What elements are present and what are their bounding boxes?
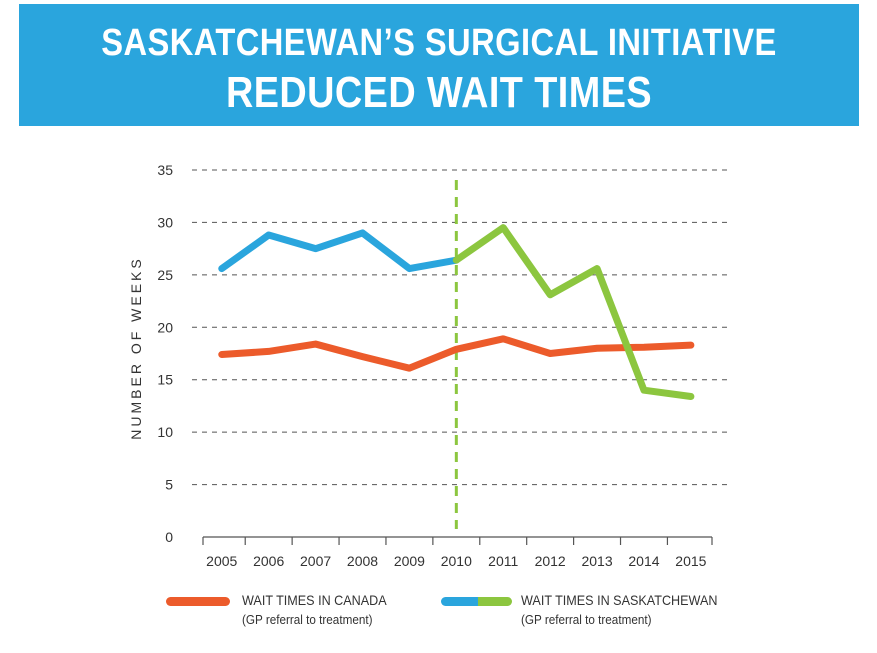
x-tick-2007: 2007 [300, 553, 331, 569]
legend-swatch-sask-before [441, 597, 481, 606]
y-tick-10: 10 [157, 424, 173, 440]
title-line-2: REDUCED WAIT TIMES [225, 68, 653, 117]
title-line-1: SASKATCHEWAN’S SURGICAL INITIATIVE [101, 22, 777, 64]
x-tick-2009: 2009 [394, 553, 425, 569]
title-banner: SASKATCHEWAN’S SURGICAL INITIATIVE REDUC… [19, 4, 859, 126]
x-tick-2011: 2011 [488, 553, 518, 569]
series-line-saskatchewan-before [218, 229, 460, 273]
legend-label-canada: WAIT TIMES IN CANADA [242, 592, 387, 608]
legend-item-saskatchewan: WAIT TIMES IN SASKATCHEWAN (GP referral … [521, 592, 739, 627]
y-tick-25: 25 [157, 267, 173, 283]
y-tick-30: 30 [157, 214, 173, 230]
x-tick-2010: 2010 [441, 553, 472, 569]
y-tick-35: 35 [157, 162, 173, 178]
y-tick-5: 5 [165, 477, 173, 493]
legend-swatch-sask-after [478, 597, 512, 606]
y-axis-label: NUMBER OF WEEKS [128, 256, 144, 439]
x-tick-2013: 2013 [581, 553, 612, 569]
x-tick-2012: 2012 [535, 553, 566, 569]
x-tick-2008: 2008 [347, 553, 378, 569]
legend-note-saskatchewan: (GP referral to treatment) [521, 612, 652, 627]
y-tick-20: 20 [157, 319, 173, 335]
legend-swatch-canada [166, 597, 230, 606]
series-line-saskatchewan-after [452, 224, 695, 400]
legend-label-saskatchewan: WAIT TIMES IN SASKATCHEWAN [521, 592, 718, 608]
legend-note-canada: (GP referral to treatment) [242, 612, 373, 627]
x-tick-2015: 2015 [675, 553, 706, 569]
x-tick-2005: 2005 [206, 553, 237, 569]
grid-lines [192, 169, 728, 486]
y-tick-labels: 0 5 10 15 20 25 30 35 [157, 162, 173, 545]
x-tick-2006: 2006 [253, 553, 284, 569]
chart-series [218, 180, 695, 529]
y-tick-15: 15 [157, 372, 173, 388]
x-tick-2014: 2014 [628, 553, 659, 569]
y-tick-0: 0 [165, 529, 173, 545]
legend-item-canada: WAIT TIMES IN CANADA (GP referral to tre… [242, 592, 403, 627]
x-axis: 2005 2006 2007 2008 2009 2010 2011 2012 2013 2014… [202, 536, 713, 569]
